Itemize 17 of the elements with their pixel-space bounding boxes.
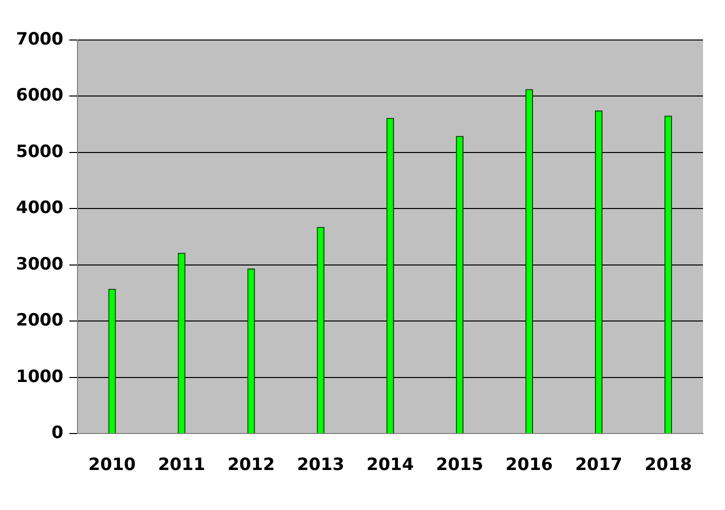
y-tick-label: 0 [51,423,64,444]
y-tick-label: 3000 [16,254,64,274]
x-tick-label: 2018 [644,455,692,476]
y-tick-label: 7000 [16,29,64,50]
y-tick-label: 4000 [16,198,64,218]
y-tick-label: 2000 [16,310,64,331]
x-tick-label: 2017 [575,455,622,476]
y-tick-label: 6000 [16,86,64,106]
x-tick-label: 2012 [227,455,275,476]
x-tick-label: 2014 [366,455,414,476]
x-tick-label: 2010 [88,455,136,476]
y-tick-label: 5000 [16,142,64,162]
x-tick-label: 2011 [158,455,206,476]
x-tick-label: 2013 [296,455,344,476]
x-tick-label: 2016 [506,455,553,476]
y-tick-label: 1000 [16,366,64,387]
x-tick-label: 2015 [436,455,484,476]
